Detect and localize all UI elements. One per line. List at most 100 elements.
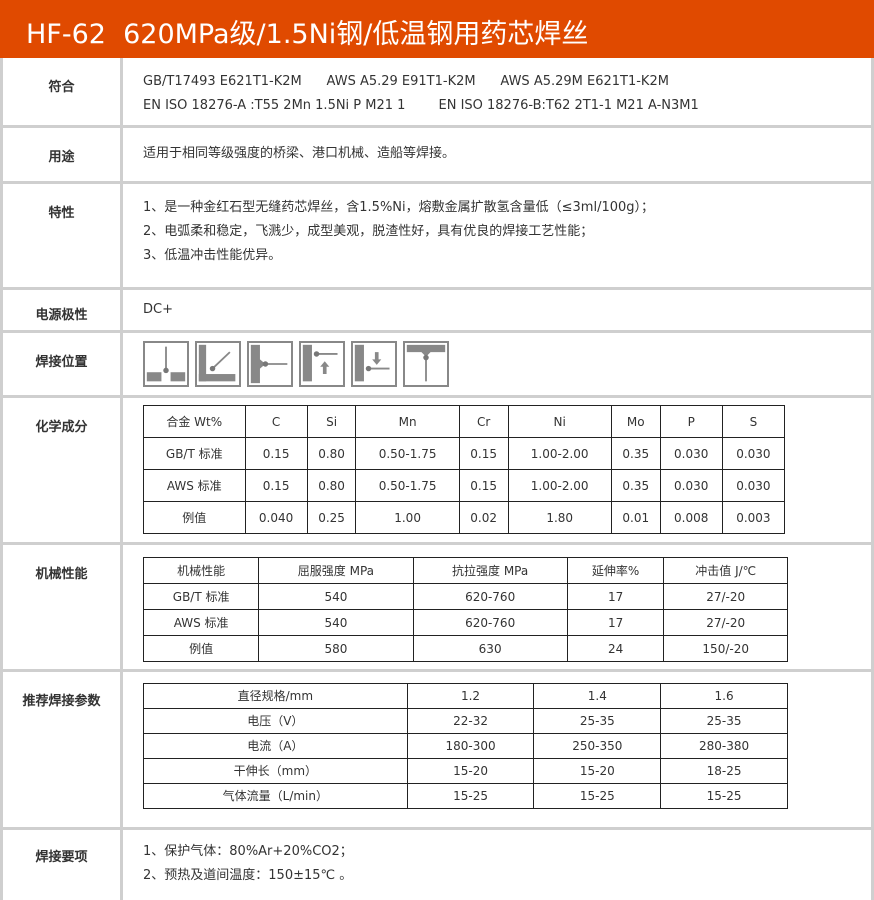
table-cell: 1.00-2.00 <box>507 469 612 502</box>
table-cell: 0.030 <box>721 437 786 470</box>
table-cell: 0.50-1.75 <box>355 437 460 470</box>
position-icons <box>143 333 871 387</box>
table-row: 电压（V） 22-32 25-35 25-35 <box>143 708 788 734</box>
text-line: 适用于相同等级强度的桥梁、港口机械、造船等焊接。 <box>143 146 456 161</box>
vertical-down-icon <box>351 341 397 387</box>
table-cell: GB/T 标准 <box>143 437 246 470</box>
table-cell: 0.003 <box>721 501 786 534</box>
table-row: GB/T 标准 540 620-760 17 27/-20 <box>142 583 788 610</box>
row-label: 电源极性 <box>3 290 123 330</box>
row-features: 特性 1、是一种金红石型无缝药芯焊丝，含1.5%Ni，熔敷金属扩散氢含量低（≤3… <box>3 184 871 290</box>
table-cell: 气体流量（L/min） <box>143 783 408 809</box>
mechanical-table: 机械性能 屈服强度 MPa 抗拉强度 MPa 延伸率% 冲击值 J/℃ GB/T 标准 54… <box>142 557 788 662</box>
row-power: 电源极性 DC+ <box>3 290 871 333</box>
table-cell: 0.040 <box>244 501 308 534</box>
row-value: GB/T17493 E621T1-K2M AWS A5.29 E91T1-K2M… <box>123 58 871 125</box>
table-cell: Mn <box>355 405 460 438</box>
table-cell: 27/-20 <box>663 583 788 610</box>
row-label: 推荐焊接参数 <box>3 672 123 827</box>
table-cell: 18-25 <box>660 758 788 784</box>
table-cell: 0.008 <box>659 501 723 534</box>
table-cell: 1.00 <box>355 501 460 534</box>
table-cell: 15-25 <box>533 783 662 809</box>
row-value: 适用于相同等级强度的桥梁、港口机械、造船等焊接。 <box>123 128 871 181</box>
table-cell: 17 <box>566 609 665 636</box>
row-chemical: 化学成分 合金 Wt% C Si Mn Cr Ni Mo P S GB/T 标准 0.15 0.80 0… <box>3 398 871 545</box>
table-cell: 0.15 <box>244 469 308 502</box>
table-row: 例值 580 630 24 150/-20 <box>142 635 788 662</box>
table-row: 气体流量（L/min） 15-25 15-25 15-25 <box>143 783 788 809</box>
row-notes: 焊接要项 1、保护气体：80%Ar+20%CO2； 2、预热及道间温度：150±1… <box>3 830 871 900</box>
table-cell: 0.030 <box>659 437 723 470</box>
params-table: 直径规格/mm 1.2 1.4 1.6 电压（V） 22-32 25-35 25-35 电流（A… <box>143 683 788 809</box>
table-cell: 0.02 <box>458 501 509 534</box>
table-cell: P <box>659 405 723 438</box>
row-conform: 符合 GB/T17493 E621T1-K2M AWS A5.29 E91T1-… <box>3 58 871 128</box>
table-cell: S <box>721 405 786 438</box>
table-cell: 17 <box>566 583 665 610</box>
table-cell: 电流（A） <box>143 733 408 759</box>
table-cell: 合金 Wt% <box>143 405 246 438</box>
table-cell: 干伸长（mm） <box>143 758 408 784</box>
table-cell: 屈服强度 MPa <box>258 557 414 584</box>
table-cell: 0.50-1.75 <box>355 469 460 502</box>
table-cell: 0.030 <box>659 469 723 502</box>
table-cell: 0.80 <box>306 469 357 502</box>
row-mechanical: 机械性能 机械性能 屈服强度 MPa 抗拉强度 MPa 延伸率% 冲击值 J/℃ GB/T… <box>3 545 871 672</box>
row-value: 1、是一种金红石型无缝药芯焊丝，含1.5%Ni，熔敷金属扩散氢含量低（≤3ml/… <box>123 184 871 287</box>
table-cell: 1.6 <box>660 683 788 709</box>
table-cell: AWS 标准 <box>143 469 246 502</box>
table-cell: 冲击值 J/℃ <box>663 557 788 584</box>
table-cell: 1.00-2.00 <box>507 437 612 470</box>
text-line: GB/T17493 E621T1-K2M AWS A5.29 E91T1-K2M… <box>143 74 669 89</box>
table-cell: AWS 标准 <box>142 609 260 636</box>
table-cell: 延伸率% <box>566 557 665 584</box>
table-cell: 25-35 <box>533 708 662 734</box>
table-cell: 例值 <box>142 635 260 662</box>
horizontal-fillet-icon <box>195 341 241 387</box>
table-cell: 0.15 <box>458 437 509 470</box>
spec-sheet: 符合 GB/T17493 E621T1-K2M AWS A5.29 E91T1-… <box>0 58 874 900</box>
row-label: 符合 <box>3 58 123 125</box>
table-cell: 0.35 <box>610 469 661 502</box>
table-cell: 180-300 <box>406 733 535 759</box>
table-cell: 0.01 <box>610 501 661 534</box>
text-line: 1、是一种金红石型无缝药芯焊丝，含1.5%Ni，熔敷金属扩散氢含量低（≤3ml/… <box>143 200 655 215</box>
table-cell: 15-25 <box>406 783 535 809</box>
table-cell: 620-760 <box>412 583 568 610</box>
table-cell: 直径规格/mm <box>143 683 408 709</box>
flat-position-icon <box>143 341 189 387</box>
row-value: 1、保护气体：80%Ar+20%CO2； 2、预热及道间温度：150±15℃ 。 <box>123 830 871 900</box>
table-cell: GB/T 标准 <box>142 583 260 610</box>
table-row: AWS 标准 0.15 0.80 0.50-1.75 0.15 1.00-2.00 0.35… <box>143 469 786 502</box>
table-cell: Ni <box>507 405 612 438</box>
row-position: 焊接位置 <box>3 333 871 398</box>
text-line: DC+ <box>143 302 173 317</box>
horizontal-position-icon <box>247 341 293 387</box>
row-label: 用途 <box>3 128 123 181</box>
table-header-row: 机械性能 屈服强度 MPa 抗拉强度 MPa 延伸率% 冲击值 J/℃ <box>142 557 788 584</box>
row-label: 化学成分 <box>3 398 123 542</box>
table-row: AWS 标准 540 620-760 17 27/-20 <box>142 609 788 636</box>
table-cell: 例值 <box>143 501 246 534</box>
table-cell: 280-380 <box>660 733 788 759</box>
table-cell: 机械性能 <box>142 557 260 584</box>
table-cell: 15-25 <box>660 783 788 809</box>
table-cell: Mo <box>610 405 661 438</box>
text-line: 2、预热及道间温度：150±15℃ 。 <box>143 868 353 883</box>
row-label: 焊接位置 <box>3 333 123 395</box>
row-label: 机械性能 <box>3 545 123 669</box>
table-row: GB/T 标准 0.15 0.80 0.50-1.75 0.15 1.00-2.00 0.3… <box>143 437 786 470</box>
overhead-position-icon <box>403 341 449 387</box>
table-cell: C <box>244 405 308 438</box>
row-label: 特性 <box>3 184 123 287</box>
text-line: EN ISO 18276-A :T55 2Mn 1.5Ni P M21 1 EN… <box>143 98 699 113</box>
row-usage: 用途 适用于相同等级强度的桥梁、港口机械、造船等焊接。 <box>3 128 871 184</box>
table-cell: Si <box>306 405 357 438</box>
text-line: 2、电弧柔和稳定，飞溅少，成型美观，脱渣性好，具有优良的焊接工艺性能； <box>143 224 594 239</box>
table-cell: 27/-20 <box>663 609 788 636</box>
vertical-up-icon <box>299 341 345 387</box>
table-cell: 1.4 <box>533 683 662 709</box>
table-cell: 630 <box>412 635 568 662</box>
table-cell: 250-350 <box>533 733 662 759</box>
